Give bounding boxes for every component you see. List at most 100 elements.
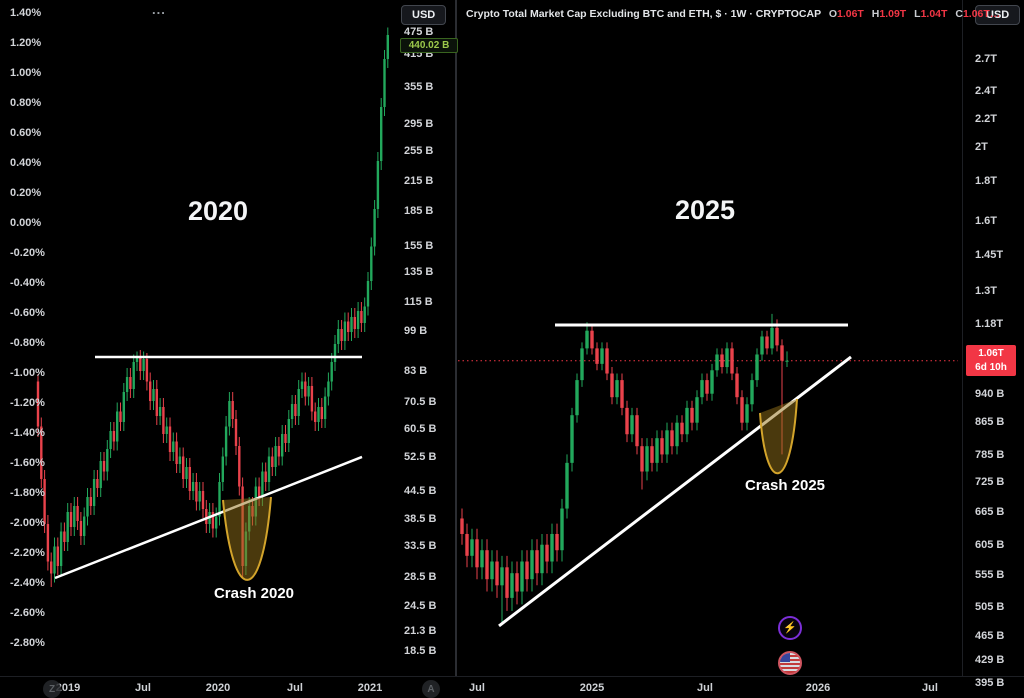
axis-tick-label: 52.5 B [404,451,437,463]
axis-tick-label: 1.00% [10,67,42,79]
lightning-icon[interactable]: ⚡ [778,616,802,640]
axis-tick-label: 18.5 B [404,645,437,657]
axis-tick-label: -0.80% [10,337,45,349]
axis-tick-label: 2020 [205,682,231,694]
axis-tick-label: 2021 [357,682,383,694]
axis-tick-label: -0.60% [10,307,45,319]
axis-tick-label: 28.5 B [404,571,437,583]
candlestick-series [36,27,389,587]
axis-tick-label: -0.20% [10,247,45,259]
axis-tick-label: 475 B [404,26,434,38]
axis-tick-label: 2019 [55,682,81,694]
symbol-description: Crypto Total Market Cap Excluding BTC an… [466,8,821,20]
crash-2020-annotation: Crash 2020 [213,585,295,602]
axis-tick-label: 115 B [404,296,433,308]
axis-tick-label: 395 B [975,677,1005,689]
axis-tick-label: Jul [697,682,713,694]
year-annotation-2020: 2020 [187,196,249,226]
axis-tick-label: 785 B [975,449,1005,461]
axis-tick-label: Jul [922,682,938,694]
axis-tick-label: -2.60% [10,607,45,619]
axis-tick-label: -2.80% [10,637,45,649]
axis-tick-label: 0.40% [10,157,42,169]
chart-canvas[interactable] [0,0,1024,676]
ohlc-low-label: L [914,8,921,20]
axis-tick-label: 0.80% [10,97,42,109]
crash-2025-annotation: Crash 2025 [744,477,826,494]
axis-tick-label: 99 B [404,325,428,337]
crash-2025-parabola [759,398,798,475]
axis-tick-label: 1.20% [10,37,42,49]
axis-tick-label: 83 B [404,365,428,377]
axis-tick-label: 2.4T [975,85,998,97]
axis-tick-label: 215 B [404,175,434,187]
axis-tick-label: 555 B [975,569,1005,581]
axis-tick-label: 1.45T [975,249,1004,261]
axis-tick-label: 665 B [975,506,1005,518]
axis-tick-label: 44.5 B [404,485,437,497]
axis-tick-label: 155 B [404,240,434,252]
axis-tick-label: 725 B [975,476,1005,488]
axis-tick-label: -1.40% [10,427,45,439]
axis-tick-label: 70.5 B [404,396,437,408]
us-flag-icon[interactable] [778,651,802,675]
ohlc-high-value: 1.09T [879,8,907,20]
axis-tick-label: 1.40% [10,7,42,19]
axis-tick-label: 2.2T [975,113,998,125]
currency-unit-button-right[interactable]: USD [975,5,1021,25]
axis-tick-label: 1.3T [975,285,998,297]
axis-tick-label: 0.20% [10,187,42,199]
axis-tick-label: -2.40% [10,577,45,589]
axis-tick-label: Jul [469,682,485,694]
ohlc-open-label: O [828,8,837,20]
axis-tick-label: 505 B [975,601,1005,613]
last-price-label-left: 440.02 B [400,38,458,53]
axis-tick-label: Jul [135,682,151,694]
axis-tick-label: 865 B [975,416,1005,428]
panel-divider [455,0,457,676]
axis-tick-label: Jul [287,682,303,694]
axis-tick-label: -0.40% [10,277,45,289]
axis-tick-label: -2.00% [10,517,45,529]
bar-countdown: 6d 10h [975,361,1007,373]
axis-tick-label: 1.6T [975,215,998,227]
axis-tick-label: 2.7T [975,53,998,65]
last-price-label-right: 1.06T 6d 10h [966,345,1016,376]
axis-tick-label: 0.00% [10,217,42,229]
axis-tick-label: 1.18T [975,318,1004,330]
time-axis-strip[interactable] [0,676,1024,698]
last-price-value: 1.06T [978,348,1004,359]
axis-tick-label: -1.20% [10,397,45,409]
axis-tick-label: 465 B [975,630,1005,642]
year-annotation-2025: 2025 [674,195,736,225]
replay-badge: Z [43,680,61,698]
ohlc-open-value: 1.06T [837,8,864,20]
axis-tick-label: 60.5 B [404,423,437,435]
axis-tick-label: 605 B [975,539,1005,551]
axis-tick-label: 21.3 B [404,625,437,637]
right-axis-border [962,0,963,676]
axis-tick-label: 185 B [404,205,434,217]
axis-tick-label: 33.5 B [404,540,437,552]
axis-tick-label: 429 B [975,654,1005,666]
axis-tick-label: 38.5 B [404,513,437,525]
ohlc-low-value: 1.04T [920,8,948,20]
ohlc-close-value: 1.06T… [962,8,1001,20]
axis-tick-label: 1.8T [975,175,998,187]
axis-tick-label: 24.5 B [404,600,437,612]
axis-tick-label: 2026 [805,682,831,694]
candlestick-series [460,313,789,625]
axis-tick-label: -1.60% [10,457,45,469]
crash-2020-parabola [222,496,272,581]
axis-tick-label: 0.60% [10,127,42,139]
currency-unit-button-left[interactable]: USD [401,5,447,25]
axis-tick-label: 940 B [975,388,1005,400]
ohlc-close-label: C [955,8,963,20]
symbol-legend[interactable]: Crypto Total Market Cap Excluding BTC an… [466,8,1000,20]
axis-tick-label: 295 B [404,118,434,130]
legend-overflow-icon[interactable]: ... [152,2,166,17]
ohlc-high-label: H [871,8,880,20]
axis-tick-label: -2.20% [10,547,45,559]
axis-tick-label: 2T [975,141,988,153]
